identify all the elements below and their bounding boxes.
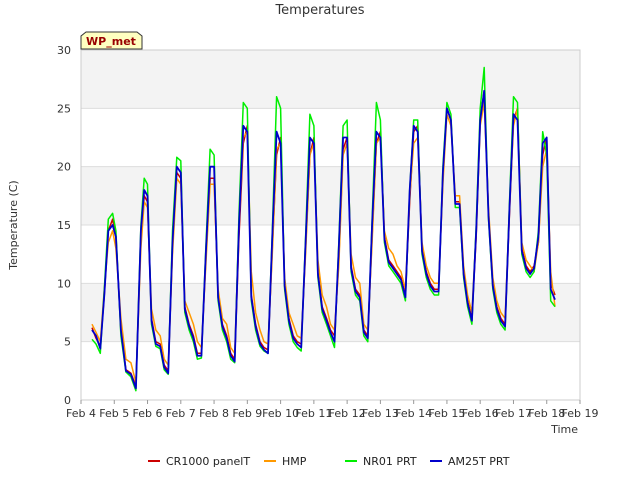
x-axis-label: Time [550,423,578,436]
x-tick-label: Feb 7 [166,407,196,420]
y-tick-label: 25 [57,102,71,115]
legend-label: HMP [282,455,307,468]
legend-label: CR1000 panelT [166,455,250,468]
y-tick-label: 30 [57,44,71,57]
x-tick-label: Feb 6 [133,407,163,420]
y-tick-label: 0 [64,394,71,407]
y-tick-label: 10 [57,277,71,290]
x-axis-ticks: Feb 4 Feb 5 Feb 6 Feb 7 Feb 8 Feb 9 Feb 10Feb … [66,400,598,420]
background-bands [81,50,580,342]
x-tick-label: Feb 5 [99,407,129,420]
x-tick-label: Feb 16 [462,407,499,420]
x-tick-label: Feb 4 [66,407,96,420]
x-tick-label: Feb 19 [562,407,599,420]
y-tick-label: 15 [57,219,71,232]
x-tick-label: Feb 8 [199,407,229,420]
x-tick-label: Feb 12 [329,407,366,420]
legend-item-0: CR1000 panelT [148,455,250,468]
legend-item-1: HMP [264,455,307,468]
series-lines [91,66,556,392]
y-axis-label: Temperature (C) [7,180,20,270]
station-badge-text: WP_met [86,35,136,48]
legend-item-2: NR01 PRT [345,455,417,468]
x-tick-label: Feb 13 [362,407,399,420]
y-tick-label: 20 [57,161,71,174]
band-3 [81,166,580,225]
legend-label: NR01 PRT [363,455,417,468]
x-tick-label: Feb 17 [495,407,532,420]
chart-title: Temperatures [274,3,364,18]
x-tick-label: Feb 15 [428,407,465,420]
x-tick-label: Feb 11 [295,407,332,420]
station-badge: WP_met [80,31,143,50]
x-tick-label: Feb 14 [395,407,432,420]
legend: CR1000 panelT HMP NR01 PRT AM25T PRT [148,455,510,468]
y-tick-label: 5 [64,336,71,349]
legend-item-3: AM25T PRT [430,455,510,468]
legend-label: AM25T PRT [448,455,510,468]
x-tick-label: Feb 18 [528,407,565,420]
x-tick-label: Feb 9 [232,407,262,420]
plot-area [80,49,581,401]
band-5 [81,50,580,109]
x-tick-label: Feb 10 [262,407,299,420]
series-line-3 [91,89,556,390]
y-axis-ticks: 0 5 10 15 20 25 30 [57,44,71,407]
